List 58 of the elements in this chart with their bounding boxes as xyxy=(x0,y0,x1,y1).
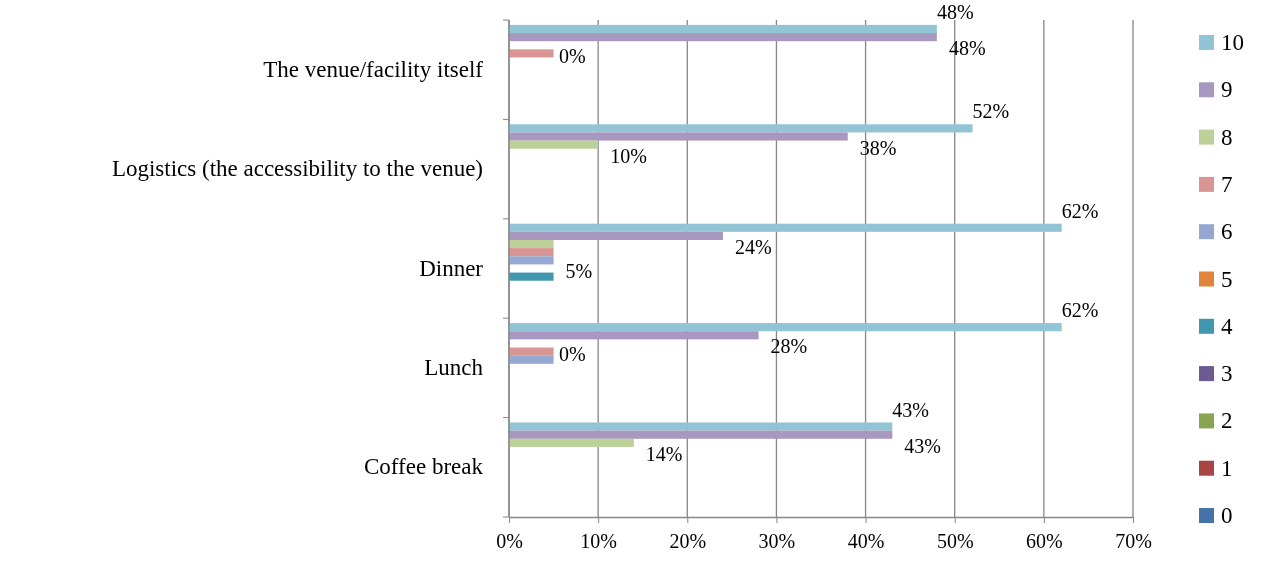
bar xyxy=(509,124,973,133)
bar xyxy=(509,49,554,58)
data-label: 14% xyxy=(645,442,683,465)
legend-label: 3 xyxy=(1221,361,1233,387)
data-label: 43% xyxy=(892,398,929,421)
bar xyxy=(509,422,893,431)
bar xyxy=(509,272,554,281)
bar xyxy=(509,438,634,447)
y-tick-label: Dinner xyxy=(419,255,484,281)
bar xyxy=(509,140,599,149)
data-label: 10% xyxy=(610,144,647,167)
data-label: 43% xyxy=(904,434,941,457)
x-tick-label: 30% xyxy=(758,530,796,552)
bar xyxy=(509,231,723,240)
bar xyxy=(509,248,554,257)
y-tick-label: Lunch xyxy=(424,354,484,380)
data-label: 48% xyxy=(936,0,974,23)
data-label: 28% xyxy=(770,335,808,358)
x-tick-label: 0% xyxy=(496,530,523,552)
y-tick-label: The venue/facility itself xyxy=(263,56,484,82)
legend-label: 10 xyxy=(1221,30,1244,55)
bar xyxy=(509,355,554,364)
x-tick-label: 60% xyxy=(1026,530,1063,552)
x-tick-label: 70% xyxy=(1115,530,1152,552)
x-tick-label: 20% xyxy=(669,530,707,552)
data-label: 62% xyxy=(1061,199,1099,222)
legend-label: 7 xyxy=(1221,171,1233,197)
data-label: 62% xyxy=(1061,299,1099,322)
legend-label: 2 xyxy=(1221,408,1233,434)
x-tick-label: 40% xyxy=(847,530,885,552)
bar xyxy=(509,33,937,42)
legend-label: 8 xyxy=(1221,124,1233,150)
legend-label: 4 xyxy=(1221,313,1233,339)
y-tick-label: Logistics (the accessibility to the venue) xyxy=(111,156,483,182)
data-label: 0% xyxy=(559,343,586,366)
legend-label: 5 xyxy=(1221,266,1233,292)
legend-label: 9 xyxy=(1221,77,1233,103)
data-label: 5% xyxy=(565,260,593,283)
bar xyxy=(509,347,554,356)
y-tick-label: Coffee break xyxy=(364,454,484,480)
x-tick-label: 50% xyxy=(936,530,974,552)
bar xyxy=(509,331,759,340)
data-label: 38% xyxy=(859,136,897,159)
bar xyxy=(509,256,554,265)
bar xyxy=(509,323,1062,332)
x-tick-label: 10% xyxy=(580,530,617,552)
data-label: 24% xyxy=(734,235,772,258)
legend-label: 0 xyxy=(1221,503,1233,528)
legend-label: 6 xyxy=(1221,219,1233,245)
bar xyxy=(509,430,893,439)
bar xyxy=(509,239,554,249)
data-label: 52% xyxy=(972,100,1010,123)
bar xyxy=(509,223,1062,232)
bar xyxy=(509,24,937,34)
data-label: 0% xyxy=(559,45,586,68)
legend-label: 1 xyxy=(1221,455,1233,481)
bar xyxy=(509,132,848,141)
data-label: 48% xyxy=(948,37,986,60)
